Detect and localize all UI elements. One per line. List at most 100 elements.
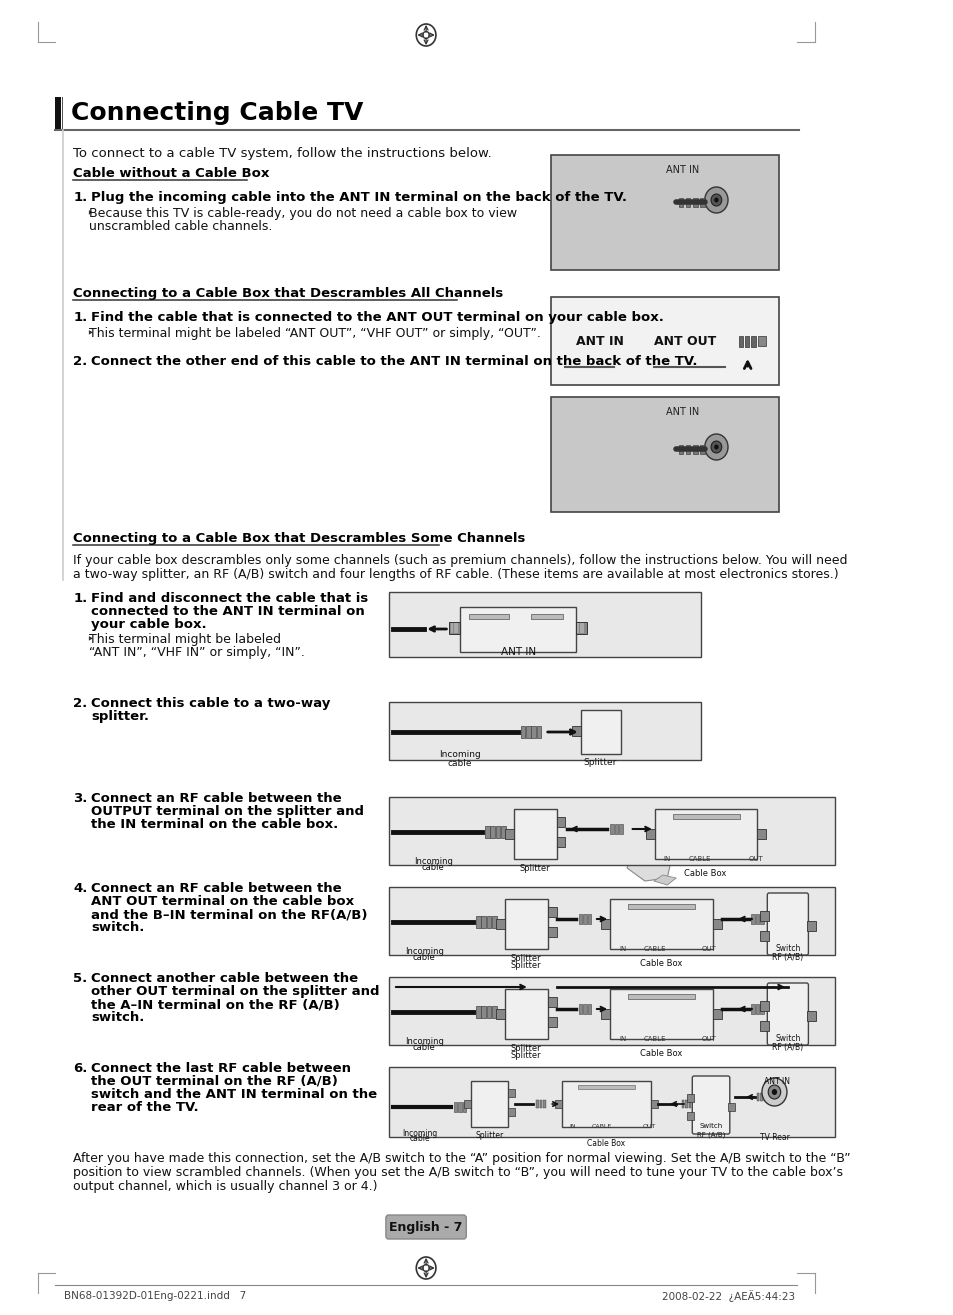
Polygon shape xyxy=(653,874,676,885)
Bar xyxy=(454,1102,456,1112)
Bar xyxy=(700,199,704,206)
Text: Cable Box: Cable Box xyxy=(639,959,681,968)
Bar xyxy=(679,199,682,206)
Bar xyxy=(504,899,547,949)
Bar xyxy=(738,337,742,347)
Bar xyxy=(760,911,768,920)
Text: output channel, which is usually channel 3 or 4.): output channel, which is usually channel… xyxy=(73,1180,377,1193)
Bar xyxy=(618,825,622,834)
FancyBboxPatch shape xyxy=(692,1076,729,1134)
Bar xyxy=(685,444,690,454)
Text: ANT IN: ANT IN xyxy=(665,164,699,175)
Bar xyxy=(520,726,525,738)
Bar xyxy=(551,155,778,270)
Bar xyxy=(513,809,556,859)
Bar xyxy=(614,825,618,834)
Circle shape xyxy=(710,441,721,452)
Circle shape xyxy=(704,434,727,460)
Text: BN68-01392D-01Eng-0221.indd   7: BN68-01392D-01Eng-0221.indd 7 xyxy=(64,1291,246,1301)
Bar xyxy=(492,917,497,928)
FancyBboxPatch shape xyxy=(766,984,807,1045)
Bar xyxy=(587,1003,591,1014)
Bar xyxy=(454,623,456,633)
Text: OUT: OUT xyxy=(748,856,762,863)
Text: position to view scrambled channels. (When you set the A/B switch to “B”, you wi: position to view scrambled channels. (Wh… xyxy=(73,1166,842,1180)
Bar xyxy=(627,903,694,909)
Text: After you have made this connection, set the A/B switch to the “A” position for : After you have made this connection, set… xyxy=(73,1152,850,1165)
Text: Splitter: Splitter xyxy=(510,1051,541,1060)
Text: a two-way splitter, an RF (A/B) switch and four lengths of RF cable. (These item: a two-way splitter, an RF (A/B) switch a… xyxy=(73,568,838,581)
FancyBboxPatch shape xyxy=(766,893,807,955)
Text: your cable box.: your cable box. xyxy=(91,618,207,631)
Bar xyxy=(581,623,583,633)
Bar xyxy=(684,1101,687,1109)
Text: cable: cable xyxy=(413,953,436,963)
Text: Connect an RF cable between the: Connect an RF cable between the xyxy=(91,882,341,896)
Bar xyxy=(578,914,581,924)
Bar xyxy=(571,726,580,736)
Bar xyxy=(627,994,694,999)
Text: ANT OUT: ANT OUT xyxy=(653,334,716,347)
Bar xyxy=(680,1101,683,1109)
Text: Incoming: Incoming xyxy=(404,947,443,956)
Bar xyxy=(580,710,620,753)
Bar xyxy=(536,1101,538,1109)
Text: 6.: 6. xyxy=(73,1063,88,1074)
Text: Cable Box: Cable Box xyxy=(683,869,726,878)
Bar xyxy=(600,1009,610,1019)
Bar xyxy=(476,1006,480,1018)
Text: 3.: 3. xyxy=(73,792,88,805)
Bar xyxy=(700,444,704,454)
Circle shape xyxy=(714,197,718,203)
Bar xyxy=(561,1081,651,1127)
Text: 1.: 1. xyxy=(73,592,88,605)
Bar xyxy=(654,809,757,859)
Text: Incoming: Incoming xyxy=(414,857,452,867)
Bar xyxy=(462,1102,466,1112)
Text: Switch: Switch xyxy=(775,944,800,953)
Bar xyxy=(476,917,480,928)
Bar xyxy=(496,1009,504,1019)
Text: IN: IN xyxy=(568,1124,575,1130)
Text: Find the cable that is connected to the ANT OUT terminal on your cable box.: Find the cable that is connected to the … xyxy=(91,312,663,323)
Text: Splitter: Splitter xyxy=(519,864,550,873)
Text: Splitter: Splitter xyxy=(510,1044,541,1053)
Bar xyxy=(551,397,778,512)
Bar xyxy=(388,977,834,1045)
Bar xyxy=(55,97,61,130)
Text: switch.: switch. xyxy=(91,920,144,934)
Circle shape xyxy=(767,1085,780,1099)
Text: Because this TV is cable-ready, you do not need a cable box to view: Because this TV is cable-ready, you do n… xyxy=(90,206,517,220)
Bar xyxy=(806,1011,815,1020)
Bar xyxy=(693,444,697,454)
Text: OUT: OUT xyxy=(641,1124,655,1130)
Bar xyxy=(760,1093,762,1101)
Bar xyxy=(459,608,576,652)
Text: This terminal might be labeled: This terminal might be labeled xyxy=(90,633,281,646)
Bar xyxy=(526,726,530,738)
Text: English - 7: English - 7 xyxy=(389,1222,462,1235)
Bar xyxy=(388,797,834,865)
Bar xyxy=(755,1003,759,1014)
Bar xyxy=(651,1101,658,1109)
Bar xyxy=(582,1003,586,1014)
Text: Cable without a Cable Box: Cable without a Cable Box xyxy=(73,167,270,180)
Bar xyxy=(551,297,778,385)
Bar xyxy=(760,1001,768,1011)
Text: OUTPUT terminal on the splitter and: OUTPUT terminal on the splitter and xyxy=(91,805,364,818)
Text: Connecting to a Cable Box that Descrambles Some Channels: Connecting to a Cable Box that Descrambl… xyxy=(73,533,525,544)
Circle shape xyxy=(771,1089,777,1095)
Polygon shape xyxy=(653,1116,676,1127)
Bar xyxy=(481,917,485,928)
Bar xyxy=(470,1081,508,1127)
Text: 2.: 2. xyxy=(73,697,88,710)
Bar xyxy=(600,919,610,928)
Text: Incoming: Incoming xyxy=(404,1038,443,1045)
Bar xyxy=(756,1093,759,1101)
Text: Connect the last RF cable between: Connect the last RF cable between xyxy=(91,1063,351,1074)
Bar xyxy=(556,838,565,847)
Bar xyxy=(486,917,491,928)
Text: cable: cable xyxy=(409,1134,430,1143)
Bar xyxy=(542,1101,545,1109)
Text: ANT OUT terminal on the cable box: ANT OUT terminal on the cable box xyxy=(91,896,354,907)
